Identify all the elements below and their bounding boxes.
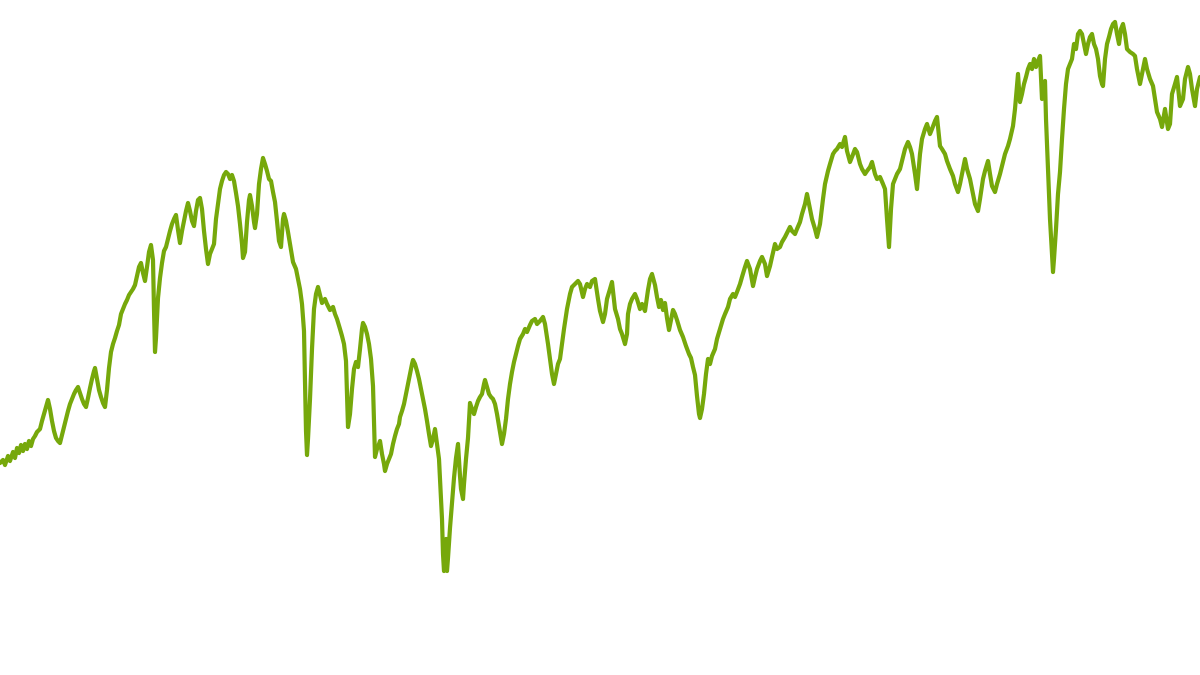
price-line-series bbox=[0, 19, 1200, 574]
